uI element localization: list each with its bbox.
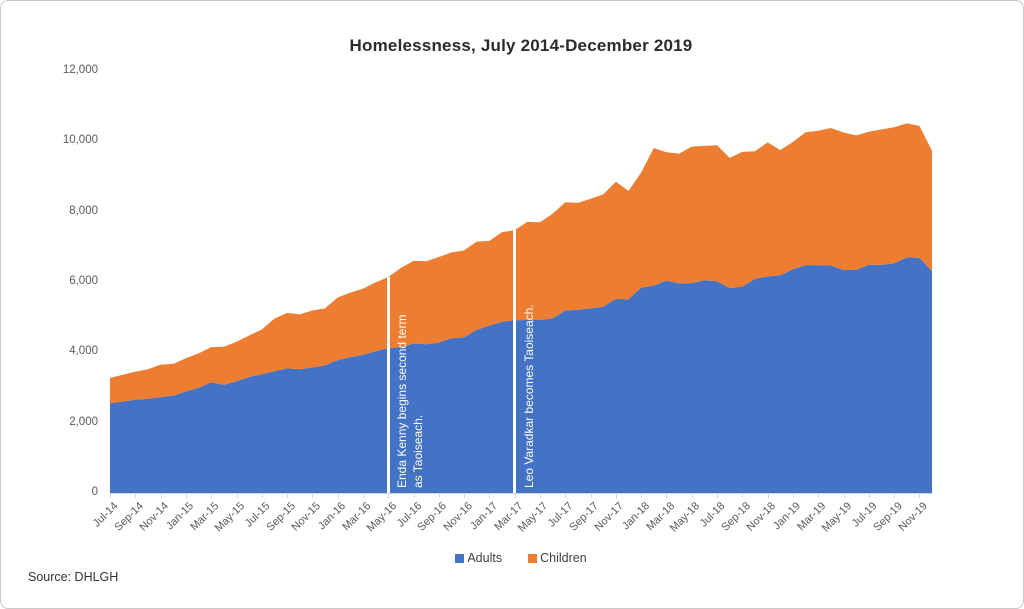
y-axis-tick-label: 10,000: [62, 134, 98, 147]
x-axis-tick: [843, 493, 845, 498]
chart-title: Homelessness, July 2014-December 2019: [349, 36, 693, 55]
y-axis-tick-label: 6,000: [69, 275, 98, 287]
x-axis-tick: [641, 493, 643, 498]
x-axis-tick: [464, 493, 466, 498]
x-axis-tick: [438, 493, 440, 498]
x-axis-tick: [514, 493, 516, 498]
x-axis-tick: [767, 493, 769, 498]
annotation-line: [386, 277, 390, 493]
x-axis-tick: [110, 493, 111, 498]
area-series-children: [110, 123, 932, 404]
y-axis-tick-label: 12,000: [62, 64, 98, 76]
x-axis-tick: [413, 493, 415, 498]
legend-label-children: Children: [540, 551, 587, 565]
x-axis-tick: [919, 493, 921, 498]
x-axis-tick: [236, 493, 238, 498]
x-axis-tick: [362, 493, 364, 498]
legend-item-adults: Adults: [455, 551, 502, 565]
x-axis-tick: [868, 493, 870, 498]
x-axis-tick: [261, 493, 263, 498]
x-axis-tick: [565, 493, 567, 498]
y-axis-tick-label: 0: [91, 486, 98, 498]
x-axis-tick: [792, 493, 794, 498]
y-axis-tick-label: 8,000: [69, 204, 98, 217]
legend-swatch-adults: [455, 553, 465, 563]
x-axis-tick: [818, 493, 820, 498]
x-axis-tick: [894, 493, 896, 498]
x-axis-tick: [691, 493, 693, 498]
source-note: Source: DHLGH: [28, 570, 119, 584]
legend-label-adults: Adults: [467, 551, 503, 565]
annotation-line: [513, 230, 517, 493]
x-axis-tick: [312, 493, 314, 498]
x-axis-tick: [742, 493, 744, 498]
x-axis-tick: [135, 493, 137, 498]
area-series-adults: [110, 257, 932, 493]
legend-item-children: Children: [528, 551, 587, 565]
annotation-text: Leo Varadkar becomes Taoiseach.: [521, 304, 536, 488]
x-axis-tick: [590, 493, 592, 498]
x-axis-tick: [489, 493, 491, 498]
x-axis-tick: [540, 493, 541, 498]
legend: Adults Children: [110, 551, 932, 565]
x-axis-tick: [185, 493, 187, 498]
x-axis-tick: [337, 493, 339, 498]
x-axis-tick: [211, 493, 213, 498]
x-axis-tick: [615, 493, 617, 498]
x-axis-tick: [160, 493, 162, 498]
x-axis-tick: [287, 493, 288, 498]
annotation-text: Enda Kenny begins second term as Taoisea…: [395, 314, 426, 488]
plot-area: [110, 71, 932, 493]
legend-swatch-children: [528, 553, 538, 563]
y-axis-tick-label: 4,000: [69, 345, 98, 358]
x-axis-line: [110, 493, 933, 494]
y-axis-tick-label: 2,000: [69, 415, 98, 428]
x-axis-tick: [666, 493, 668, 498]
stacked-area-plot: [110, 123, 932, 493]
x-axis-tick: [717, 493, 718, 498]
x-axis-tick: [388, 493, 390, 498]
